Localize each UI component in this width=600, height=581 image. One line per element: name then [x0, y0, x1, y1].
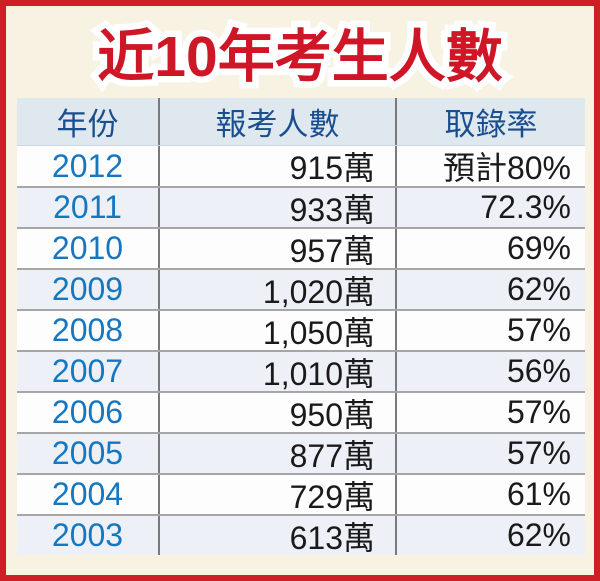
year-cell: 2011: [53, 189, 122, 225]
year-cell: 2010: [51, 230, 124, 266]
table-row-2011: 2011 933萬 72.3%: [17, 186, 585, 227]
rate-cell: 69%: [395, 229, 585, 268]
year-cell: 2012: [51, 147, 124, 184]
rate-cell: 57%: [395, 393, 585, 432]
applicants-cell: 1,020萬: [158, 270, 395, 309]
applicants-cell: 933萬: [158, 188, 395, 227]
table-row-2006: 2006 950萬 57%: [17, 391, 585, 432]
header-year: 年份: [56, 107, 119, 142]
table-row-2009: 2009 1,020萬 62%: [17, 268, 585, 309]
table-row-2007: 2007 1,010萬 56%: [17, 350, 585, 391]
table-row-2004: 2004 729萬 61%: [17, 473, 585, 514]
rate-cell: 57%: [395, 311, 585, 350]
year-cell: 2009: [51, 271, 124, 307]
applicants-cell: 915萬: [158, 146, 395, 186]
rate-cell: 62%: [395, 270, 585, 309]
applicants-cell: 613萬: [158, 516, 395, 555]
applicants-cell: 957萬: [158, 229, 395, 268]
header-applicants: 報考人數: [158, 98, 395, 145]
applicants-cell: 1,010萬: [158, 352, 395, 391]
table-row-2008: 2008 1,050萬 57%: [17, 309, 585, 350]
year-cell: 2004: [51, 476, 124, 512]
year-cell: 2007: [51, 353, 124, 389]
year-cell: 2005: [51, 435, 124, 471]
page-title-text: 近10年考生人數: [97, 25, 503, 89]
header-admission-rate: 取錄率: [395, 98, 585, 145]
table-row-2010: 2010 957萬 69%: [17, 227, 585, 268]
year-cell: 2003: [51, 517, 124, 553]
rate-cell: 61%: [395, 475, 585, 514]
rate-cell: 72.3%: [395, 188, 585, 227]
rate-cell: 預計80%: [395, 146, 585, 186]
applicants-cell: 729萬: [158, 475, 395, 514]
rate-cell: 56%: [395, 352, 585, 391]
year-cell: 2008: [51, 312, 124, 348]
page-title: 近10年考生人數 近10年考生人數: [6, 19, 594, 96]
page-title-outline: 近10年考生人數: [91, 19, 509, 96]
table-row-2005: 2005 877萬 57%: [17, 432, 585, 473]
rate-cell: 62%: [395, 516, 585, 555]
year-cell: 2006: [51, 394, 124, 430]
table-header-row: 年份 報考人數 取錄率: [17, 98, 585, 145]
applicants-cell: 950萬: [158, 393, 395, 432]
applicants-cell: 1,050萬: [158, 311, 395, 350]
candidates-table: 年份 報考人數 取錄率 2012 915萬 預計80% 2011 933萬 72…: [17, 98, 585, 555]
table-row-2012: 2012 915萬 預計80%: [17, 145, 585, 186]
table-row-2003: 2003 613萬 62%: [17, 514, 585, 555]
applicants-cell: 877萬: [158, 434, 395, 473]
rate-cell: 57%: [395, 434, 585, 473]
